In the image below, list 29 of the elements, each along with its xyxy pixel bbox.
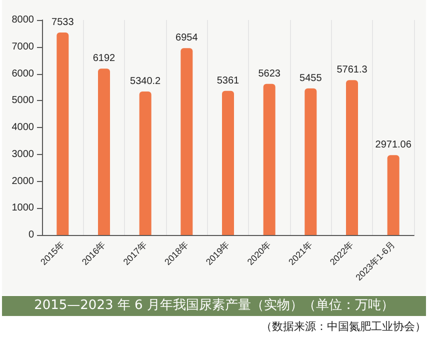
y-tick-label: 3000: [12, 148, 34, 160]
bar: [139, 91, 152, 235]
y-tick-label: 7000: [12, 41, 34, 52]
data-label: 5623: [258, 68, 281, 80]
data-label: 6192: [92, 53, 116, 64]
bar: [222, 90, 234, 235]
bar: [56, 32, 69, 235]
y-tick-label: 1000: [12, 202, 34, 214]
y-tick-label: 5000: [12, 95, 34, 106]
y-tick-label: 0: [28, 230, 34, 240]
data-label: 7533: [52, 17, 74, 28]
y-tick-label: 2000: [12, 176, 34, 187]
bar: [98, 68, 110, 235]
y-tick-label: 8000: [12, 14, 34, 26]
bar: [304, 88, 317, 235]
data-label: 5340.2: [130, 76, 162, 87]
bar: [263, 84, 276, 235]
data-label: 2971.06: [375, 140, 412, 151]
text: 2015—2023 年 6 月年我国尿素产量（实物）（单位：万吨）: [2, 296, 426, 316]
bar: [346, 80, 358, 235]
text: （数据来源：中国氮肥工业协会）: [261, 319, 426, 334]
bar: [180, 48, 193, 235]
data-label: 5361: [216, 75, 240, 86]
data-label: 5761.3: [336, 64, 368, 76]
y-tick-label: 4000: [12, 122, 34, 133]
data-label: 5455: [300, 72, 322, 84]
y-tick-label: 6000: [12, 68, 34, 80]
bar: [387, 155, 400, 235]
data-label: 6954: [176, 32, 198, 44]
